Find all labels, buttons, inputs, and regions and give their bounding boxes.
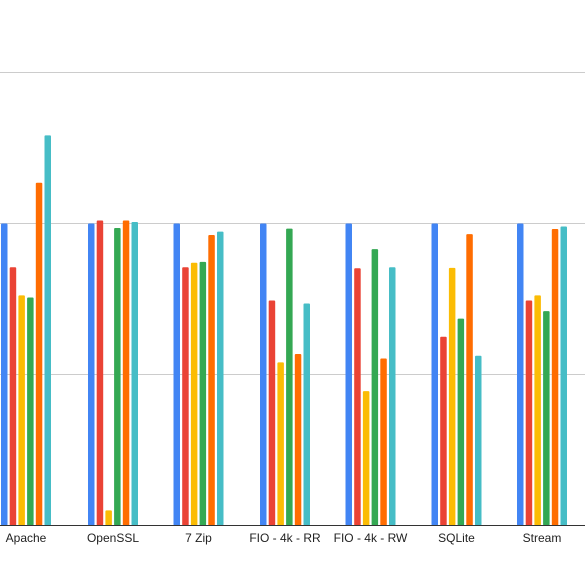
- bar-2-0: [173, 223, 180, 526]
- bar-4-1: [354, 268, 361, 526]
- bar-3-2: [277, 362, 284, 526]
- bar-5-5: [475, 355, 482, 526]
- bar-2-3: [199, 261, 207, 526]
- bar-5-1: [440, 336, 447, 526]
- bar-3-5: [303, 303, 310, 526]
- bar-5-4: [466, 234, 473, 526]
- bar-0-2: [18, 295, 25, 526]
- bar-2-4: [208, 234, 215, 526]
- bar-0-5: [44, 135, 51, 526]
- bar-4-2: [362, 391, 370, 526]
- bar-4-4: [380, 358, 387, 526]
- bar-1-3: [114, 228, 121, 526]
- bar-6-2: [534, 295, 541, 526]
- bar-4-0: [345, 223, 352, 526]
- bar-0-1: [9, 267, 17, 526]
- bar-5-2: [448, 267, 456, 526]
- bars: [1, 135, 567, 526]
- bar-0-3: [27, 297, 34, 526]
- bar-1-2: [105, 510, 112, 526]
- bar-3-4: [294, 353, 302, 526]
- bar-5-3: [457, 318, 465, 526]
- bar-2-5: [217, 231, 224, 526]
- bar-1-5: [131, 221, 138, 526]
- x-tick-label: 7 Zip: [185, 531, 212, 545]
- bar-6-3: [543, 311, 550, 526]
- bar-2-2: [190, 262, 198, 526]
- x-tick-label: SQLite: [438, 531, 475, 545]
- bar-4-3: [371, 249, 379, 526]
- bar-3-0: [260, 223, 267, 526]
- bar-1-4: [122, 220, 130, 526]
- bar-1-0: [88, 223, 95, 526]
- bar-4-5: [389, 267, 396, 526]
- x-tick-label: FIO - 4k - RW: [334, 531, 408, 545]
- bar-0-0: [1, 223, 8, 526]
- bar-6-1: [525, 300, 533, 526]
- x-tick-label: OpenSSL: [87, 531, 139, 545]
- bar-5-0: [431, 223, 438, 526]
- bar-6-4: [551, 228, 559, 526]
- x-tick-label: Stream: [523, 531, 562, 545]
- bar-1-1: [96, 220, 104, 526]
- bar-3-3: [286, 228, 293, 526]
- bar-0-4: [35, 182, 43, 526]
- bar-3-1: [268, 300, 276, 526]
- bar-6-5: [560, 226, 567, 526]
- x-tick-label: FIO - 4k - RR: [249, 531, 321, 545]
- bar-6-0: [517, 223, 524, 526]
- x-tick-label: Apache: [6, 531, 47, 545]
- x-tick-labels: Apache OpenSSL 7 Zip FIO - 4k - RR FIO - 4k …: [6, 531, 562, 545]
- bar-2-1: [182, 267, 189, 526]
